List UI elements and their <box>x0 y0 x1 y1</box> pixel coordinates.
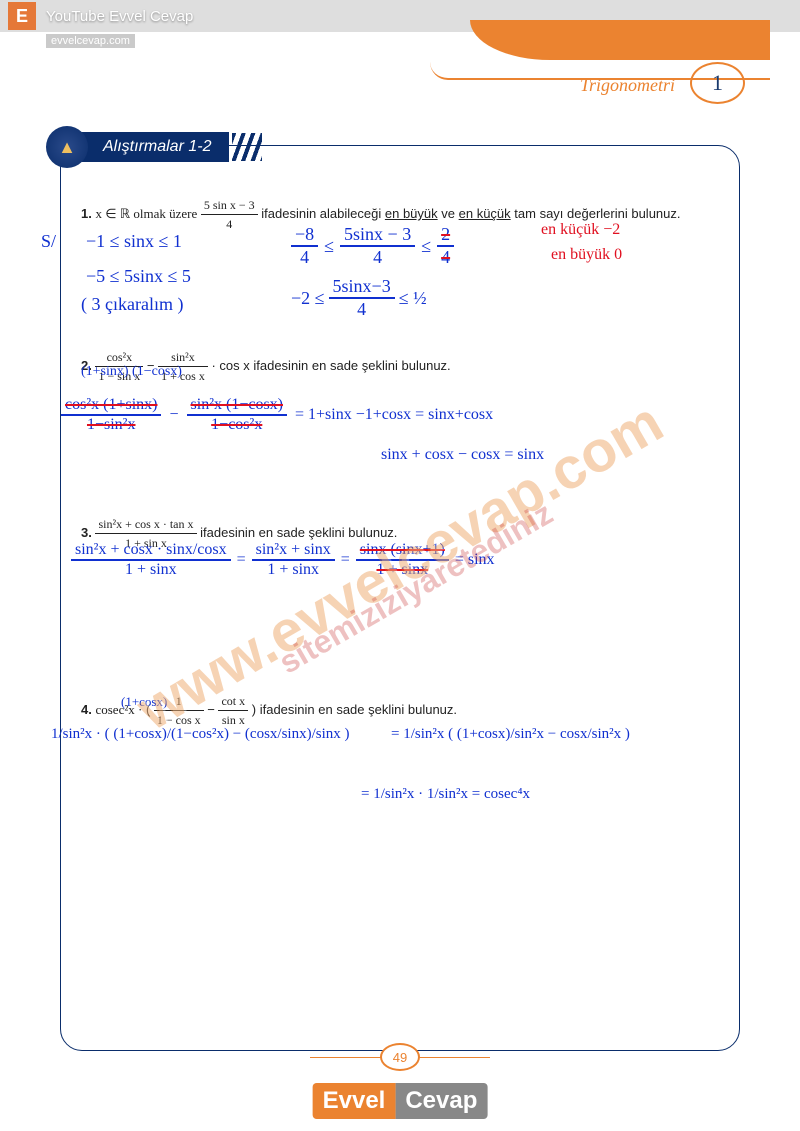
hw-s1-ans1: en küçük −2 <box>541 221 620 239</box>
prob1-frac: 5 sin x − 3 4 <box>201 196 258 233</box>
prob1-num: 1. <box>81 206 92 221</box>
prob4-tail: ifadesinin en sade şeklini bulunuz. <box>260 702 457 717</box>
banner-subtitle: evvelcevap.com <box>46 34 135 48</box>
hw-frac-d: 4 <box>291 247 318 268</box>
hw-frac-d: 4 <box>340 247 415 268</box>
prob2-tail: · cos x ifadesinin en sade şeklini bulun… <box>211 358 450 373</box>
hw-frac-n: 2 <box>437 224 454 247</box>
hw-text: −2 ≤ <box>291 288 325 309</box>
chapter-number: 1 <box>690 62 745 104</box>
frac-den: 4 <box>201 215 258 233</box>
hw-frac-n: −8 <box>291 224 318 247</box>
hw-frac-d: 1 + sinx <box>71 561 231 579</box>
hw-frac-n: sinx (sinx+1) <box>356 541 449 561</box>
prob1-mid: ve <box>441 206 455 221</box>
hw-s1-ans2: en büyük 0 <box>551 246 622 264</box>
hw-s1-l1: −1 ≤ sinx ≤ 1 <box>86 231 182 252</box>
footer-logo: Evvel Cevap <box>313 1083 488 1119</box>
hw-frac-n: sin²x + cosx · sinx/cosx <box>71 541 231 561</box>
hw-frac-d: 1−sin²x <box>61 416 161 434</box>
prob4-num: 4. <box>81 702 92 717</box>
hw-frac-d: 1−cos²x <box>187 416 287 434</box>
footer-part2: Cevap <box>395 1083 487 1119</box>
section-title: Alıştırmalar 1-2 <box>73 132 229 162</box>
prob1-pre: x ∈ ℝ olmak üzere <box>95 206 197 221</box>
hw-frac-d: 1 + sinx <box>252 561 335 579</box>
hw-s1-l2: −5 ≤ 5sinx ≤ 5 <box>86 266 191 287</box>
hw-frac-n: sin²x (1−cosx) <box>187 396 287 416</box>
hw-s4-note: (1+cosx) <box>121 694 167 710</box>
hw-frac-d: 1 + sinx <box>356 561 449 579</box>
hw-frac-d: 4 <box>437 247 454 268</box>
hw-s4-l1: 1/sin²x · ( (1+cosx)/(1−cos²x) − (cosx/s… <box>51 726 350 743</box>
content-frame: ▲ Alıştırmalar 1-2 1. x ∈ ℝ olmak üzere … <box>60 145 740 1051</box>
hw-s4-r2: = 1/sin²x · 1/sin²x = cosec⁴x <box>361 786 530 803</box>
hw-s2-work: cos²x (1+sinx)1−sin²x − sin²x (1−cosx)1−… <box>61 396 493 434</box>
hw-s1-r2: −2 ≤ 5sinx−34 ≤ ½ <box>291 276 427 320</box>
prob3-tail: ifadesinin en sade şeklini bulunuz. <box>200 525 397 540</box>
hw-frac-n: 5sinx − 3 <box>340 224 415 247</box>
section-header: ▲ Alıştırmalar 1-2 <box>46 126 262 168</box>
prob1-u2: en küçük <box>459 206 511 221</box>
hw-text: = 1+sinx −1+cosx = sinx+cosx <box>295 406 493 424</box>
badge-icon: E <box>8 2 36 30</box>
hw-frac-n: sin²x + sinx <box>252 541 335 561</box>
hw-s1-label: S/ <box>41 231 56 252</box>
hw-frac-d: 4 <box>329 299 395 320</box>
prob1-post: ifadesinin alabileceği <box>261 206 381 221</box>
prob3-num: 3. <box>81 525 92 540</box>
prob1-end: tam sayı değerlerini bulunuz. <box>514 206 680 221</box>
problem-4: 4. cosec²x · ( 1 1 − cos x − cot x sin x… <box>81 692 719 729</box>
frac-num: 5 sin x − 3 <box>201 196 258 215</box>
hw-s2-note: (1+sinx) (1−cosx) <box>81 364 182 380</box>
stripes-icon <box>232 133 262 161</box>
hw-s4-r1: = 1/sin²x ( (1+cosx)/sin²x − cosx/sin²x … <box>391 726 630 743</box>
banner-title: YouTube Evvel Cevap <box>46 8 193 25</box>
hw-frac-n: cos²x (1+sinx) <box>61 396 161 416</box>
hw-s3-work: sin²x + cosx · sinx/cosx1 + sinx = sin²x… <box>71 541 495 579</box>
frac-num: cot x <box>218 692 248 711</box>
hw-s2-r2: sinx + cosx − cosx = sinx <box>381 446 544 464</box>
hw-text: = sinx <box>455 551 495 569</box>
hw-text: ≤ ½ <box>399 288 427 309</box>
prob4-f2: cot x sin x <box>218 692 248 729</box>
chapter-label: Trigonometri <box>580 75 675 96</box>
hw-s1-l3: ( 3 çıkaralım ) <box>81 294 183 315</box>
prob1-u1: en büyük <box>385 206 438 221</box>
frac-num: sin²x + cos x · tan x <box>95 515 196 534</box>
section-icon: ▲ <box>46 126 88 168</box>
page-number: 49 <box>380 1043 420 1071</box>
hw-s1-r1: −84 ≤ 5sinx − 34 ≤ 24 <box>291 224 454 268</box>
footer-part1: Evvel <box>313 1083 396 1119</box>
hw-frac-n: 5sinx−3 <box>329 276 395 299</box>
